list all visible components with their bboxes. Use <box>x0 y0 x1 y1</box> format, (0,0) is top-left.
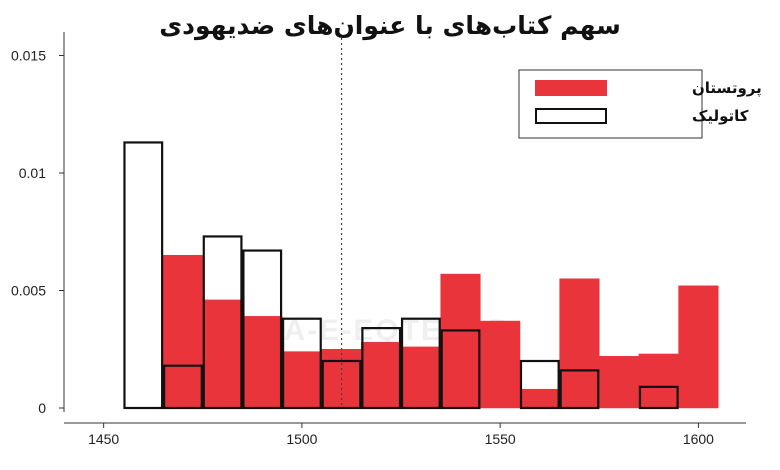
bar-catholic <box>519 359 560 410</box>
bars <box>123 141 719 410</box>
bar-protestant <box>361 341 402 409</box>
bar-catholic <box>361 327 402 410</box>
bar-catholic <box>559 369 600 410</box>
legend-label-catholic: کاتولیک <box>692 107 749 125</box>
legend: پروتستان کاتولیک <box>518 69 762 139</box>
y-tick-label: 0.01 <box>19 165 46 181</box>
bar-protestant <box>400 346 441 409</box>
bar-catholic <box>163 364 203 410</box>
bar-catholic <box>400 317 441 410</box>
bar-catholic <box>638 385 679 410</box>
y-tick-label: 0.005 <box>11 283 46 299</box>
bar-catholic <box>281 317 322 410</box>
bar-protestant <box>559 278 600 409</box>
legend-swatch-catholic <box>535 108 607 124</box>
y-tick-label: 0.015 <box>11 48 46 64</box>
bar-protestant <box>242 316 283 409</box>
x-tick-label: 1600 <box>683 431 714 447</box>
legend-swatch-protestant <box>535 80 607 96</box>
bar-protestant <box>281 351 322 409</box>
bar-catholic <box>242 249 283 410</box>
x-tick-label: 1500 <box>286 431 317 447</box>
bar-protestant <box>202 299 243 409</box>
bar-catholic <box>123 141 164 410</box>
bar-catholic <box>321 359 362 410</box>
bar-protestant <box>519 388 560 409</box>
bar-protestant <box>480 320 521 409</box>
bar-protestant <box>162 255 204 409</box>
chart-title: سهم کتاب‌های با عنوان‌های ضدیهودی <box>159 11 621 41</box>
x-tick-label: 1450 <box>88 431 119 447</box>
axes: 0 0.005 0.01 0.015 1450 1500 1550 1600 <box>11 32 746 447</box>
bar-catholic <box>440 329 481 410</box>
legend-label-protestant: پروتستان <box>692 79 762 98</box>
bar-catholic <box>202 235 243 410</box>
x-tick-label: 1550 <box>485 431 516 447</box>
bar-protestant <box>678 285 719 409</box>
bar-protestant <box>638 353 679 409</box>
bar-protestant <box>599 356 640 409</box>
bar-protestant <box>440 273 481 409</box>
y-tick-label: 0 <box>38 400 46 416</box>
